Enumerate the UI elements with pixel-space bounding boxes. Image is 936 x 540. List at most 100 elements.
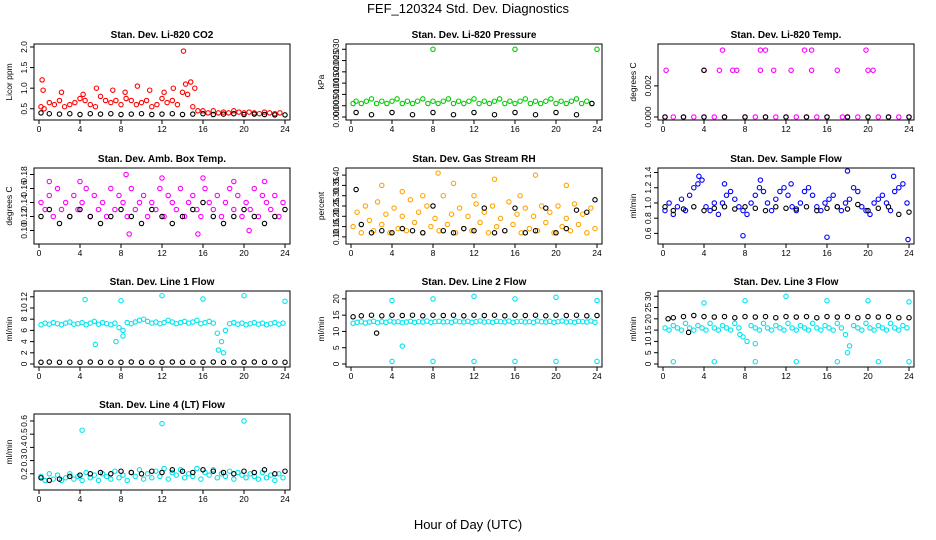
data-point [773, 196, 779, 202]
data-point [97, 111, 104, 117]
data-point [691, 114, 697, 120]
data-point [255, 476, 262, 482]
data-point [118, 101, 124, 108]
data-point [814, 314, 820, 321]
data-point [399, 225, 406, 232]
data-point [742, 114, 748, 120]
data-point [450, 100, 457, 107]
data-point [157, 185, 163, 192]
data-point [190, 359, 196, 365]
series-2 [353, 100, 595, 118]
y-tick-label: 0.2 [19, 468, 29, 480]
data-point [485, 230, 492, 236]
data-point [108, 359, 114, 365]
y-tick-label: 1.5 [19, 61, 29, 73]
data-point [506, 199, 512, 205]
data-point [120, 199, 126, 206]
data-point [161, 213, 167, 220]
y-tick-label: 12 [19, 292, 29, 302]
data-point [875, 358, 882, 365]
y-tick-label: 0.002 [643, 75, 653, 97]
data-point [67, 359, 73, 365]
data-point [701, 313, 707, 320]
data-point [859, 327, 865, 333]
data-point [768, 207, 775, 214]
data-point [159, 111, 165, 117]
data-point [91, 318, 98, 325]
x-tick-label: 12 [781, 124, 791, 134]
data-point [592, 225, 598, 232]
data-point [79, 477, 85, 484]
data-point [732, 196, 738, 202]
data-point [389, 109, 395, 116]
x-tick-label: 8 [119, 494, 124, 504]
data-point [430, 46, 436, 53]
data-point [143, 97, 150, 104]
data-point [594, 358, 600, 365]
data-point [789, 325, 795, 331]
data-point [486, 100, 493, 107]
data-point [838, 207, 845, 214]
data-point [824, 114, 830, 120]
data-point [875, 114, 882, 120]
data-point [92, 341, 99, 348]
data-point [824, 234, 830, 240]
x-tick-label: 20 [239, 124, 249, 134]
data-point [138, 99, 145, 106]
data-point [108, 471, 114, 477]
data-point [123, 95, 129, 102]
data-point [846, 343, 853, 349]
y-tick-label: 30 [643, 291, 653, 301]
data-point [863, 47, 869, 53]
data-point [91, 192, 98, 199]
data-point [662, 325, 668, 331]
chart-title: Stan. Dev. Gas Stream RH [412, 154, 535, 165]
data-point [883, 327, 890, 333]
data-point [261, 111, 268, 118]
data-point [801, 325, 808, 331]
data-point [225, 110, 232, 116]
series-2 [350, 312, 600, 336]
data-point [67, 473, 73, 480]
data-point [573, 312, 580, 318]
y-tick-label: 5 [643, 350, 653, 355]
x-tick-label: 16 [822, 371, 832, 381]
data-point [133, 101, 140, 108]
data-point [768, 327, 775, 333]
x-tick-label: 8 [431, 248, 436, 258]
data-point [210, 468, 217, 474]
data-point [110, 87, 116, 93]
data-point [752, 114, 759, 120]
data-point [58, 89, 65, 96]
data-point [532, 172, 539, 178]
plot-frame [33, 43, 291, 121]
y-tick-label: 0 [643, 361, 653, 366]
data-point [440, 312, 447, 319]
series-1 [350, 46, 600, 107]
data-point [428, 223, 434, 230]
chart-1: Stan. Dev. Li-820 CO2 Licor ppm 0 4 8 12 16 20 2… [4, 30, 291, 134]
data-point [210, 108, 217, 114]
data-point [368, 230, 375, 236]
data-point [879, 192, 886, 199]
series-1 [38, 171, 286, 237]
y-tick-label: 0.030 [331, 38, 341, 60]
data-point [670, 314, 677, 321]
data-point [251, 185, 258, 192]
data-point [169, 467, 176, 473]
data-point [128, 111, 135, 117]
series-2 [662, 67, 912, 120]
y-tick-label: 0 [19, 361, 29, 366]
data-point [445, 96, 452, 102]
data-point [885, 204, 892, 210]
data-point [719, 47, 726, 53]
data-point [231, 206, 237, 213]
data-point [231, 178, 237, 185]
x-tick-label: 16 [198, 124, 208, 134]
data-point [526, 225, 533, 232]
data-point [38, 110, 44, 116]
data-point [206, 199, 212, 206]
data-point [783, 114, 789, 120]
data-point [184, 91, 191, 98]
x-tick-label: 0 [349, 124, 354, 134]
